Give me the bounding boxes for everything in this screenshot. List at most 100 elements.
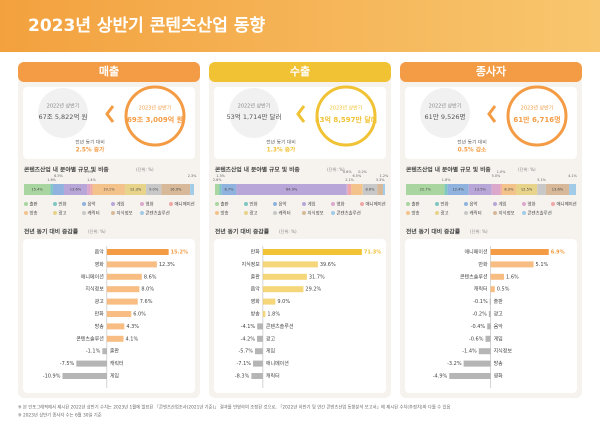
change-bar xyxy=(490,273,505,280)
share-label: 2.6% xyxy=(213,178,222,182)
legend-dot xyxy=(24,211,28,215)
legend-dot xyxy=(273,211,277,215)
legend-label: 캐릭터 xyxy=(279,210,291,217)
change-bar xyxy=(106,335,124,342)
share-segment xyxy=(362,184,378,195)
share-label: 8.6% xyxy=(365,188,375,192)
change-value: -4.2% xyxy=(241,336,256,342)
legend-label: 음악 xyxy=(470,201,478,208)
growth-value: 1.3% 증가 xyxy=(267,146,296,154)
change-value: 7.6% xyxy=(140,299,153,305)
legend-label: 지식정보 xyxy=(499,210,515,217)
prev-label: 2022년 상반기 xyxy=(47,103,80,110)
change-bar xyxy=(106,249,169,255)
share-segment xyxy=(92,184,126,195)
share-label: 22.7% xyxy=(420,188,432,192)
share-label: 6.5% xyxy=(353,174,362,178)
share-label: 8.7% xyxy=(224,188,234,192)
share-segment xyxy=(545,184,570,195)
legend-label: 만화 xyxy=(59,201,67,208)
change-value: -7.1% xyxy=(237,361,252,367)
legend-dot xyxy=(244,211,248,215)
change-category: 게임 xyxy=(110,373,119,380)
change-category: 애니메이션 xyxy=(465,249,488,256)
share-segment xyxy=(377,184,383,195)
change-unit: (단위: %) xyxy=(470,228,488,235)
change-category: 음악 xyxy=(494,323,504,330)
change-title: 전년 동기 대비 증감률 xyxy=(24,228,79,236)
legend-label: 애니메이션 xyxy=(557,201,577,208)
legend-label: 광고 xyxy=(250,210,258,217)
share-label: 1.2% xyxy=(380,174,389,178)
growth-label: 전년 동기 대비 xyxy=(266,139,296,146)
change-bar xyxy=(262,311,266,317)
legend-dot xyxy=(435,211,439,215)
share-title: 콘텐츠산업 내 분야별 규모 및 비중 xyxy=(215,166,300,174)
change-value: -3.2% xyxy=(447,361,462,367)
change-bar xyxy=(257,335,263,342)
share-label: 12.5% xyxy=(521,188,533,192)
change-value: -5.7% xyxy=(238,349,253,355)
share-label: 19.1% xyxy=(103,188,115,192)
share-unit: (단위: %) xyxy=(327,166,345,173)
share-segment xyxy=(125,184,147,195)
share-segment xyxy=(63,184,88,195)
share-segment xyxy=(491,184,501,195)
change-bar xyxy=(251,373,263,379)
share-label: 5.1% xyxy=(537,178,546,182)
share-label: 16.9% xyxy=(170,188,182,192)
change-bar xyxy=(106,261,157,268)
prev-value: 53억 1,714만 달러 xyxy=(227,112,282,121)
legend-label: 출판 xyxy=(412,201,420,208)
share-segment xyxy=(569,184,576,195)
change-category: 영화 xyxy=(251,298,261,305)
legend-label: 게임 xyxy=(117,201,125,208)
legend-dot xyxy=(464,202,468,206)
legend-label: 방송 xyxy=(30,210,38,217)
change-category: 출판 xyxy=(110,348,120,355)
change-bar xyxy=(76,360,107,367)
change-bar xyxy=(106,286,140,293)
legend-dot xyxy=(331,202,335,206)
legend-dot xyxy=(169,202,173,206)
change-category: 광고 xyxy=(95,298,105,305)
change-category: 지식정보 xyxy=(85,286,104,293)
legend-dot xyxy=(215,211,219,215)
panel-header xyxy=(400,62,582,82)
legend-label: 만화 xyxy=(441,201,449,208)
legend-label: 콘텐츠솔루션 xyxy=(337,210,361,217)
legend-dot xyxy=(302,211,306,215)
legend-dot xyxy=(140,202,144,206)
change-category: 지식정보 xyxy=(494,348,513,355)
share-segment xyxy=(24,184,51,195)
legend-label: 만화 xyxy=(250,201,258,208)
share-label: 6.5% xyxy=(54,174,63,178)
change-bar xyxy=(449,373,491,379)
share-segment xyxy=(382,184,385,195)
prev-circle xyxy=(38,88,88,138)
change-title: 전년 동기 대비 증감률 xyxy=(406,228,461,236)
legend-label: 게임 xyxy=(308,201,316,208)
curr-circle xyxy=(315,85,377,147)
change-category: 캐릭터 xyxy=(110,360,124,367)
curr-label: 2023년 상반기 xyxy=(139,105,172,112)
legend-dot xyxy=(140,211,144,215)
share-label: 1.3% xyxy=(216,174,225,178)
curr-value: 53억 8,597만 달러 xyxy=(315,115,378,124)
legend-dot xyxy=(111,202,115,206)
legend-dot xyxy=(493,211,497,215)
legend-dot xyxy=(111,211,115,215)
share-segment xyxy=(219,184,222,195)
panel-header xyxy=(209,62,391,82)
legend-label: 영화 xyxy=(528,201,536,208)
prev-value: 61만 9,526명 xyxy=(425,112,466,121)
curr-value: 61만 6,716명 xyxy=(513,115,560,124)
share-label: 1.6% xyxy=(47,178,56,182)
legend-dot xyxy=(244,202,248,206)
legend-dot xyxy=(82,211,86,215)
legend-label: 영화 xyxy=(337,201,345,208)
share-label: 3.3% xyxy=(376,178,385,182)
change-category: 콘텐츠솔루션 xyxy=(266,323,294,330)
share-segment xyxy=(444,184,448,195)
change-category: 콘텐츠솔루션 xyxy=(76,335,104,342)
